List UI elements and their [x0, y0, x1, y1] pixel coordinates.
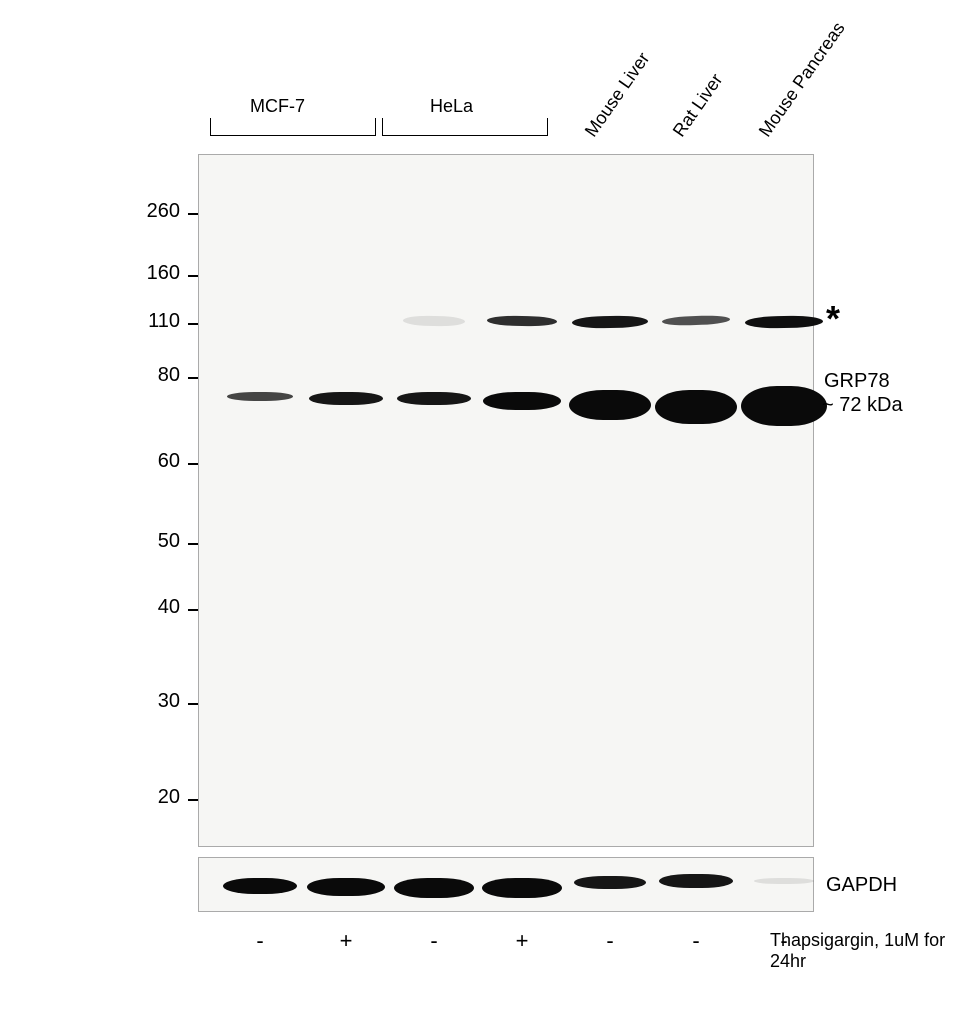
- sample-label-hela: HeLa: [430, 96, 473, 117]
- sample-label-mouse-pancreas: Mouse Pancreas: [755, 18, 850, 141]
- mw-tick: [188, 609, 198, 611]
- bracket-mcf7: [210, 118, 376, 136]
- band: [227, 392, 293, 401]
- bracket-hela: [382, 118, 548, 136]
- band: [741, 386, 827, 426]
- band: [307, 878, 385, 896]
- treatment-symbol: -: [250, 928, 270, 954]
- treatment-label: Thapsigargin, 1uM for 24hr: [770, 930, 978, 972]
- band: [223, 878, 297, 894]
- mw-tick: [188, 323, 198, 325]
- mw-50: 50: [150, 530, 180, 553]
- band: [574, 876, 646, 889]
- treatment-symbol: +: [512, 928, 532, 954]
- sample-label-mouse-liver: Mouse Liver: [581, 49, 654, 141]
- mw-tick: [188, 463, 198, 465]
- asterisk-nonspecific: *: [826, 298, 840, 340]
- sample-label-rat-liver: Rat Liver: [669, 70, 728, 141]
- blot-membrane-main: [198, 154, 814, 847]
- mw-160: 160: [140, 262, 180, 285]
- label-grp78: GRP78: [824, 370, 890, 393]
- mw-110: 110: [140, 310, 180, 333]
- treatment-symbol: -: [600, 928, 620, 954]
- mw-260: 260: [140, 200, 180, 223]
- mw-20: 20: [150, 786, 180, 809]
- mw-30: 30: [150, 690, 180, 713]
- mw-tick: [188, 377, 198, 379]
- mw-tick: [188, 799, 198, 801]
- mw-80: 80: [150, 364, 180, 387]
- band: [309, 392, 383, 405]
- band: [569, 390, 651, 420]
- label-gapdh: GAPDH: [826, 874, 897, 897]
- mw-tick: [188, 213, 198, 215]
- band: [483, 392, 561, 410]
- band: [659, 874, 733, 888]
- label-grp78-mw: ~ 72 kDa: [822, 394, 903, 417]
- treatment-symbol: -: [686, 928, 706, 954]
- mw-tick: [188, 703, 198, 705]
- treatment-symbol: +: [336, 928, 356, 954]
- sample-label-mcf7: MCF-7: [250, 96, 305, 117]
- band: [394, 878, 474, 898]
- band: [655, 390, 737, 424]
- mw-60: 60: [150, 450, 180, 473]
- mw-tick: [188, 275, 198, 277]
- western-blot-figure: MCF-7 HeLa Mouse Liver Rat Liver Mouse P…: [0, 0, 978, 1029]
- mw-tick: [188, 543, 198, 545]
- mw-40: 40: [150, 596, 180, 619]
- band: [754, 878, 814, 884]
- band: [482, 878, 562, 898]
- band: [397, 392, 471, 405]
- treatment-symbol: -: [424, 928, 444, 954]
